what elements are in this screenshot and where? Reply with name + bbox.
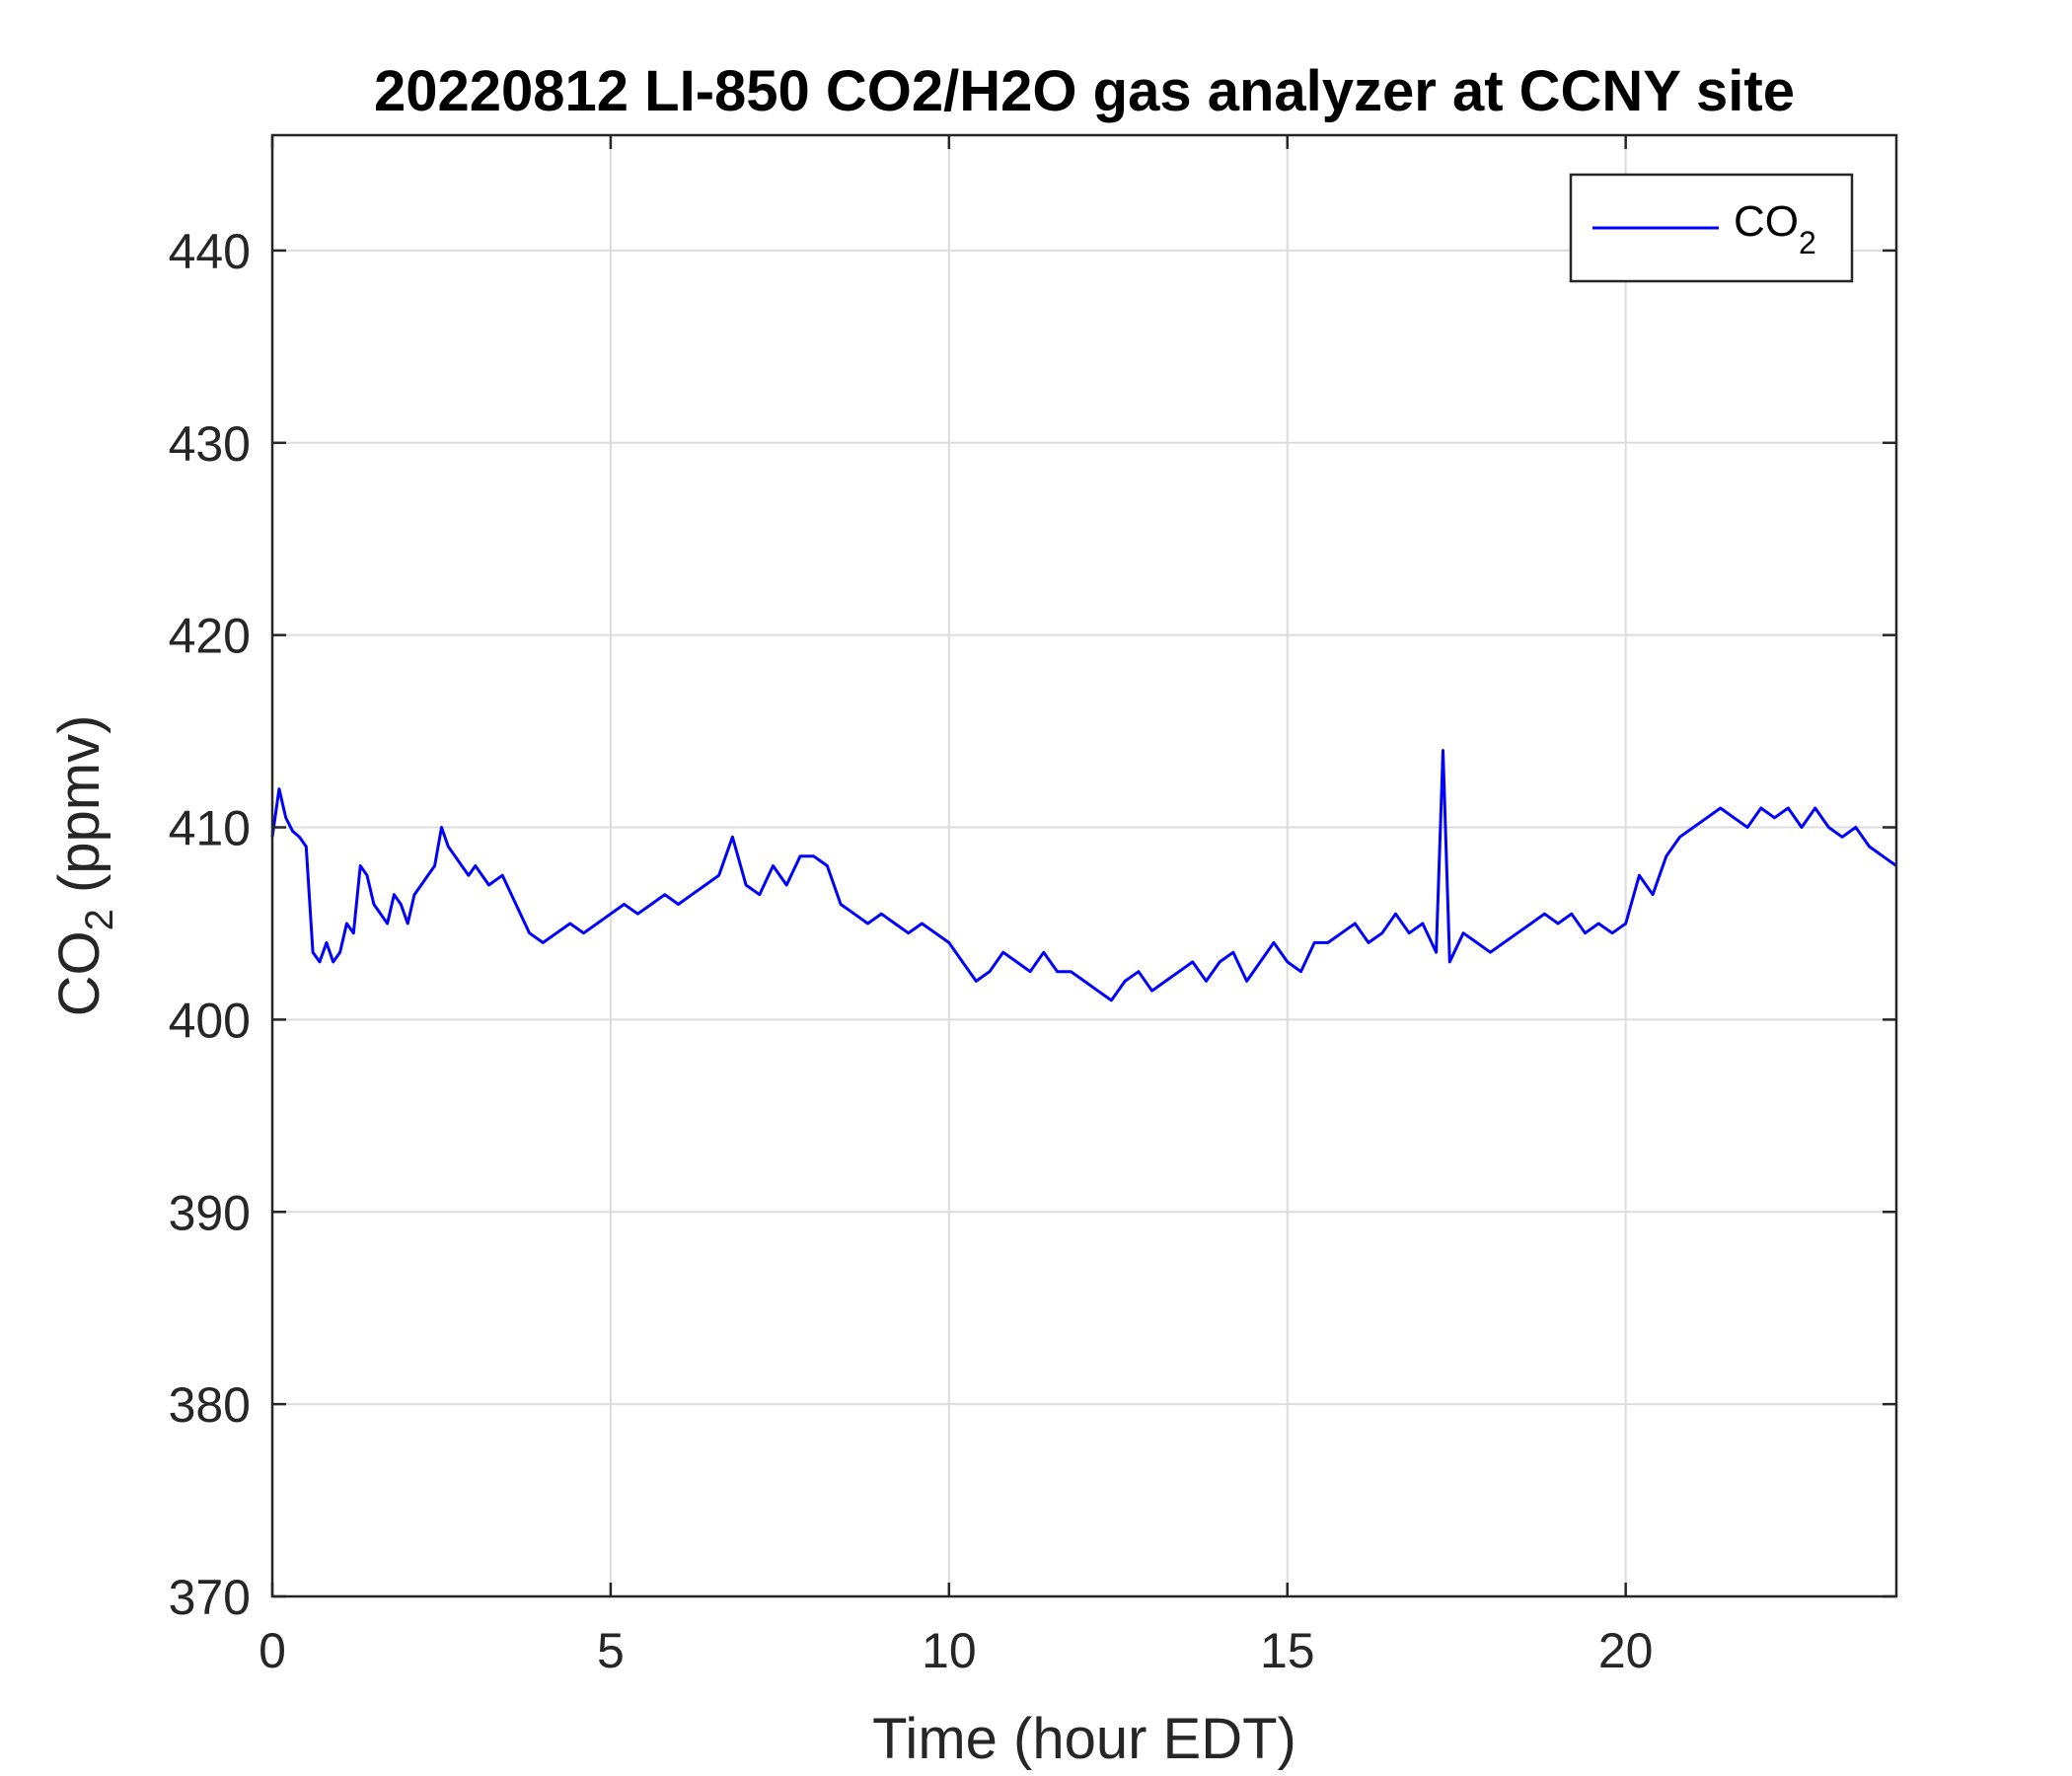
y-tick-label: 410	[169, 801, 251, 856]
series-line-co2	[270, 749, 1897, 1002]
y-tick-label: 430	[169, 416, 251, 472]
y-tick-label: 420	[169, 609, 251, 664]
x-tick-label: 15	[1260, 1623, 1315, 1678]
y-tick-label: 380	[169, 1377, 251, 1433]
y-tick-label: 400	[169, 993, 251, 1048]
x-tick-label: 0	[259, 1623, 286, 1678]
y-axis-title: CO2 (ppmv)	[47, 715, 121, 1017]
y-axis-title-base: CO	[47, 930, 111, 1016]
x-tick-label: 20	[1598, 1623, 1654, 1678]
ticks: 0 5 10 15 20 370 380 390 400 410 420 430 440	[169, 135, 1896, 1678]
axes-box	[270, 133, 1898, 1598]
legend: CO2	[1569, 173, 1854, 283]
y-tick-label: 390	[169, 1185, 251, 1240]
y-axis-title-subscript: 2	[78, 909, 121, 930]
legend-label-co2: CO2	[1734, 197, 1816, 260]
legend-label-subscript: 2	[1799, 225, 1816, 260]
x-tick-label: 5	[597, 1623, 625, 1678]
data-layer	[270, 749, 1897, 1002]
chart-title: 20220812 LI-850 CO2/H2O gas analyzer at …	[374, 59, 1795, 123]
y-tick-label: 370	[169, 1570, 251, 1625]
x-axis-title: Time (hour EDT)	[872, 1707, 1296, 1771]
plot-area	[272, 135, 1896, 1596]
x-tick-label: 10	[922, 1623, 977, 1678]
y-axis-title-units: (ppmv)	[47, 715, 111, 910]
legend-label-base: CO	[1734, 197, 1799, 246]
y-tick-label: 440	[169, 224, 251, 279]
